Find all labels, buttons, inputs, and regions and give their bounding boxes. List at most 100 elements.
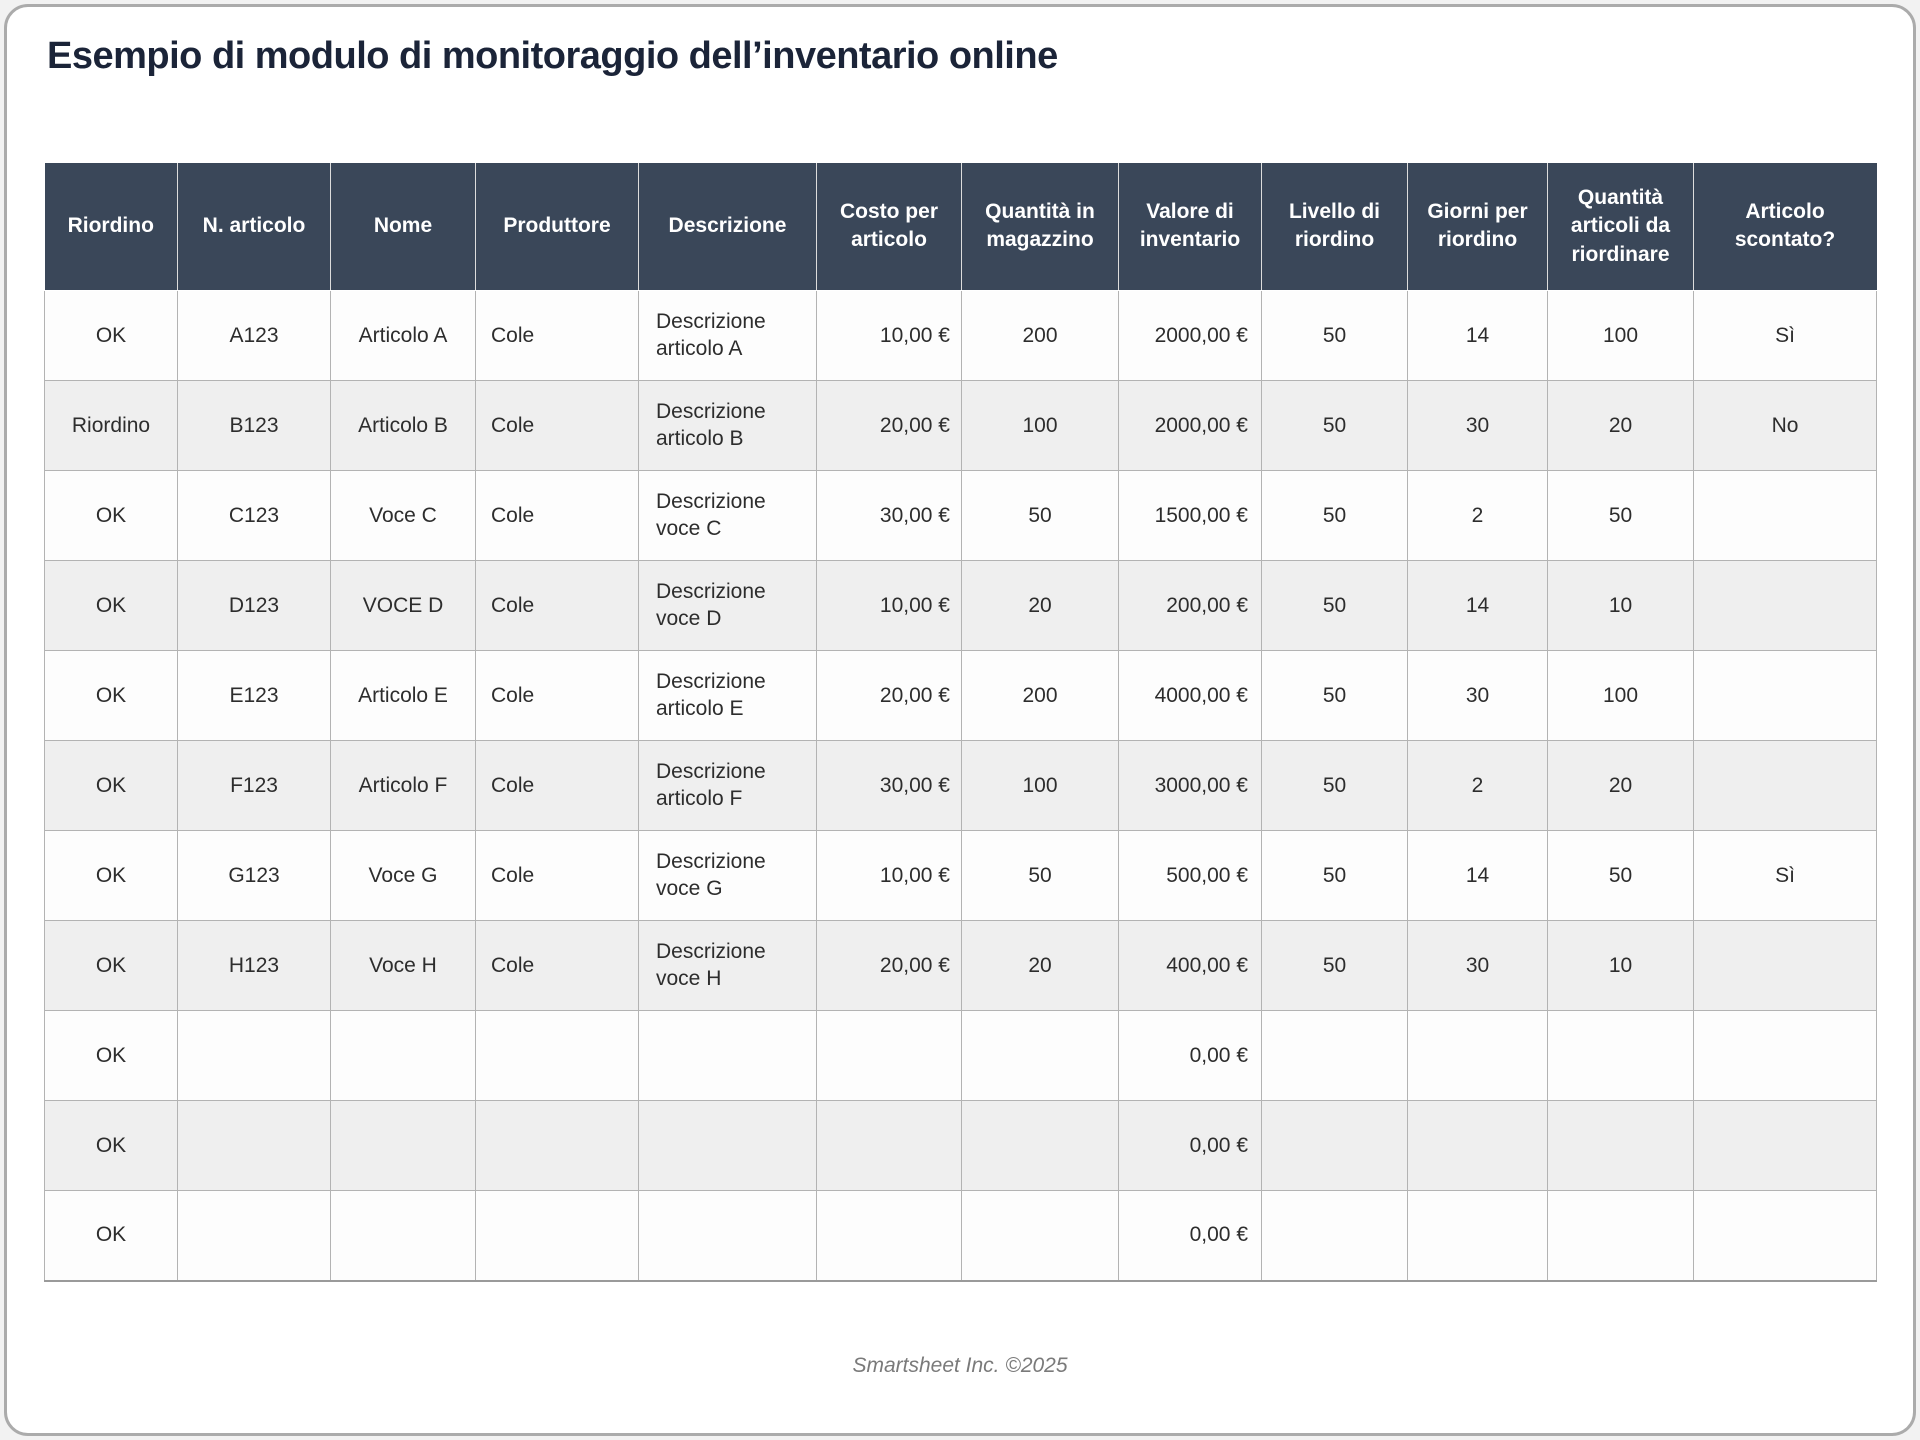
cell-n-articolo: A123 (177, 290, 331, 382)
cell-livello-di-riordino: 50 (1261, 740, 1408, 832)
cell-costo-per-articolo: 10,00 € (816, 830, 962, 922)
cell-quantita-articoli-da-riordinare (1547, 1010, 1694, 1102)
cell-n-articolo: H123 (177, 920, 331, 1012)
cell-produttore: Cole (475, 470, 639, 562)
cell-livello-di-riordino: 50 (1261, 290, 1408, 382)
cell-riordino: Riordino (44, 380, 178, 472)
table-row: OK 0,00 € (44, 1190, 1877, 1282)
cell-nome (330, 1100, 476, 1192)
table-body: OK A123 Articolo A Cole Descrizione articolo… (44, 290, 1877, 1282)
cell-costo-per-articolo: 20,00 € (816, 380, 962, 472)
cell-giorni-per-riordino (1407, 1190, 1548, 1282)
column-header-costo-per-articolo: Costo per articolo (816, 162, 962, 292)
cell-costo-per-articolo (816, 1190, 962, 1282)
cell-descrizione: Descrizione articolo E (638, 650, 817, 742)
cell-giorni-per-riordino: 2 (1407, 470, 1548, 562)
table-container: Riordino N. articolo Nome Produttore Descriz… (44, 162, 1913, 1282)
table-row: OK D123 VOCE D Cole Descrizione voce D 10,00 … (44, 560, 1877, 652)
cell-quantita-in-magazzino (961, 1100, 1119, 1192)
cell-valore-di-inventario: 2000,00 € (1118, 380, 1262, 472)
cell-quantita-articoli-da-riordinare: 20 (1547, 380, 1694, 472)
cell-nome: Voce G (330, 830, 476, 922)
cell-descrizione (638, 1190, 817, 1282)
cell-articolo-scontato (1693, 1100, 1877, 1192)
cell-costo-per-articolo: 20,00 € (816, 920, 962, 1012)
cell-articolo-scontato: Sì (1693, 290, 1877, 382)
cell-produttore: Cole (475, 380, 639, 472)
cell-articolo-scontato: No (1693, 380, 1877, 472)
cell-livello-di-riordino: 50 (1261, 470, 1408, 562)
cell-riordino: OK (44, 920, 178, 1012)
cell-livello-di-riordino: 50 (1261, 650, 1408, 742)
page-title: Esempio di modulo di monitoraggio dell’i… (47, 35, 1058, 77)
cell-produttore: Cole (475, 560, 639, 652)
cell-giorni-per-riordino: 14 (1407, 830, 1548, 922)
cell-n-articolo (177, 1010, 331, 1102)
cell-quantita-articoli-da-riordinare (1547, 1100, 1694, 1192)
cell-quantita-in-magazzino (961, 1190, 1119, 1282)
cell-n-articolo: G123 (177, 830, 331, 922)
cell-produttore: Cole (475, 290, 639, 382)
cell-quantita-articoli-da-riordinare: 50 (1547, 470, 1694, 562)
table-row: OK E123 Articolo E Cole Descrizione articolo… (44, 650, 1877, 742)
cell-produttore: Cole (475, 650, 639, 742)
table-row: OK 0,00 € (44, 1010, 1877, 1102)
cell-livello-di-riordino: 50 (1261, 920, 1408, 1012)
cell-costo-per-articolo (816, 1100, 962, 1192)
cell-livello-di-riordino (1261, 1010, 1408, 1102)
cell-n-articolo (177, 1190, 331, 1282)
cell-produttore (475, 1100, 639, 1192)
cell-produttore (475, 1190, 639, 1282)
cell-quantita-in-magazzino: 200 (961, 650, 1119, 742)
page-frame: Esempio di modulo di monitoraggio dell’i… (4, 4, 1916, 1436)
cell-quantita-in-magazzino: 50 (961, 830, 1119, 922)
cell-quantita-in-magazzino: 100 (961, 380, 1119, 472)
table-row: OK 0,00 € (44, 1100, 1877, 1192)
footer-credit: Smartsheet Inc. ©2025 (852, 1353, 1068, 1377)
cell-quantita-in-magazzino (961, 1010, 1119, 1102)
cell-valore-di-inventario: 200,00 € (1118, 560, 1262, 652)
cell-descrizione (638, 1010, 817, 1102)
cell-nome (330, 1010, 476, 1102)
cell-descrizione (638, 1100, 817, 1192)
cell-descrizione: Descrizione articolo A (638, 290, 817, 382)
cell-descrizione: Descrizione voce D (638, 560, 817, 652)
cell-costo-per-articolo: 10,00 € (816, 560, 962, 652)
cell-giorni-per-riordino (1407, 1100, 1548, 1192)
cell-costo-per-articolo: 10,00 € (816, 290, 962, 382)
table-row: OK A123 Articolo A Cole Descrizione articolo… (44, 290, 1877, 382)
cell-riordino: OK (44, 1010, 178, 1102)
table-row: Riordino B123 Articolo B Cole Descrizione ar… (44, 380, 1877, 472)
cell-livello-di-riordino: 50 (1261, 830, 1408, 922)
cell-quantita-in-magazzino: 200 (961, 290, 1119, 382)
column-header-valore-di-inventario: Valore di inventario (1118, 162, 1262, 292)
cell-quantita-in-magazzino: 100 (961, 740, 1119, 832)
cell-quantita-articoli-da-riordinare: 100 (1547, 650, 1694, 742)
cell-giorni-per-riordino: 2 (1407, 740, 1548, 832)
cell-produttore: Cole (475, 740, 639, 832)
cell-valore-di-inventario: 3000,00 € (1118, 740, 1262, 832)
cell-giorni-per-riordino: 14 (1407, 290, 1548, 382)
cell-articolo-scontato (1693, 920, 1877, 1012)
cell-nome: Voce H (330, 920, 476, 1012)
cell-produttore (475, 1010, 639, 1102)
cell-costo-per-articolo (816, 1010, 962, 1102)
column-header-quantita-in-magazzino: Quantità in magazzino (961, 162, 1119, 292)
column-header-giorni-per-riordino: Giorni per riordino (1407, 162, 1548, 292)
cell-descrizione: Descrizione voce C (638, 470, 817, 562)
cell-livello-di-riordino: 50 (1261, 560, 1408, 652)
cell-valore-di-inventario: 500,00 € (1118, 830, 1262, 922)
cell-quantita-articoli-da-riordinare: 20 (1547, 740, 1694, 832)
cell-costo-per-articolo: 30,00 € (816, 740, 962, 832)
inventory-table: Riordino N. articolo Nome Produttore Descriz… (44, 162, 1877, 1282)
cell-n-articolo: E123 (177, 650, 331, 742)
cell-quantita-articoli-da-riordinare: 10 (1547, 560, 1694, 652)
cell-nome: Articolo F (330, 740, 476, 832)
cell-nome (330, 1190, 476, 1282)
table-row: OK F123 Articolo F Cole Descrizione articolo… (44, 740, 1877, 832)
cell-quantita-articoli-da-riordinare (1547, 1190, 1694, 1282)
cell-quantita-articoli-da-riordinare: 50 (1547, 830, 1694, 922)
cell-quantita-articoli-da-riordinare: 10 (1547, 920, 1694, 1012)
cell-descrizione: Descrizione articolo B (638, 380, 817, 472)
table-row: OK H123 Voce H Cole Descrizione voce H 20,00 … (44, 920, 1877, 1012)
